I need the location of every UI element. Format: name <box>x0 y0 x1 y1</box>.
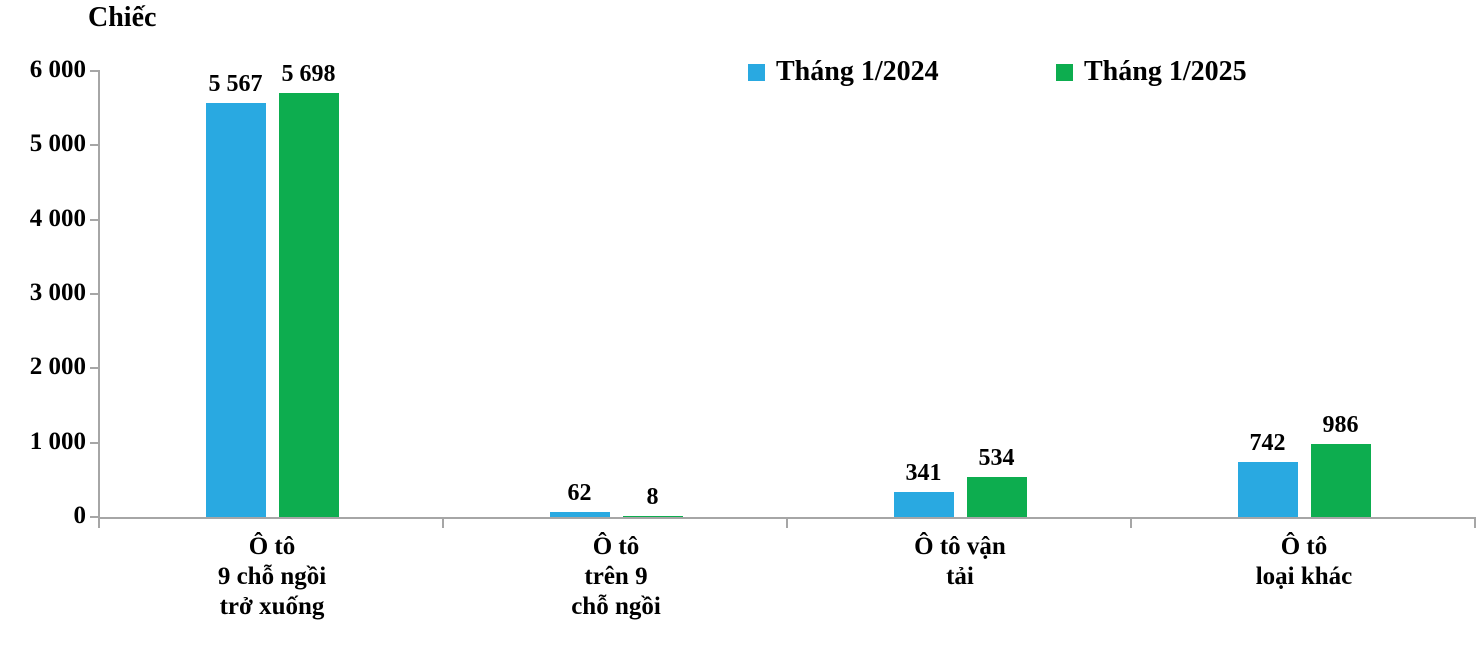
bar-value-label: 534 <box>978 445 1015 472</box>
bar-12025-cat1 <box>278 93 339 517</box>
y-axis-line <box>98 71 100 519</box>
y-tick-label: 1 000 <box>29 427 86 455</box>
bar-12024-cat4 <box>1237 461 1298 517</box>
y-tick-label: 2 000 <box>29 353 86 381</box>
bar-value-label: 8 <box>646 484 659 510</box>
x-tick-mark <box>786 519 788 528</box>
bar-12024-cat2 <box>549 512 610 517</box>
bar-value-label: 341 <box>905 459 942 486</box>
x-axis-line <box>98 517 1476 519</box>
x-category-label: Ô tô vận tải <box>914 533 1006 590</box>
y-tick-label: 3 000 <box>29 279 86 306</box>
y-tick-mark <box>90 144 100 147</box>
y-tick-label: 4 000 <box>29 204 86 232</box>
x-tick-mark <box>442 519 444 528</box>
bar-value-label: 62 <box>567 480 592 507</box>
x-category-label: Ô tô trên 9 chỗ ngồi <box>571 533 661 620</box>
bar-12025-cat4 <box>1310 443 1371 517</box>
y-tick-label: 6 000 <box>29 56 86 83</box>
x-tick-mark <box>98 519 100 528</box>
y-tick-mark <box>90 293 100 295</box>
y-tick-label: 0 <box>73 502 87 529</box>
y-axis-unit-title: Chiếc <box>88 2 157 33</box>
bar-12024-cat1 <box>205 103 266 517</box>
bar-12024-cat3 <box>893 491 954 517</box>
bar-value-label: 986 <box>1322 411 1359 438</box>
bar-value-label: 5 698 <box>281 61 336 88</box>
legend-label-2025: Tháng 1/2025 <box>1084 56 1247 87</box>
x-category-label: Ô tô loại khác <box>1255 533 1353 590</box>
bar-12025-cat2 <box>622 516 683 517</box>
chart-legend: Tháng 1/2024 Tháng 1/2025 <box>0 55 1476 89</box>
y-tick-mark <box>90 70 100 72</box>
legend-swatch-2025-icon <box>1056 63 1073 81</box>
y-tick-mark <box>90 218 100 221</box>
legend-label-2024: Tháng 1/2024 <box>776 56 939 87</box>
x-tick-mark <box>1130 519 1132 528</box>
bar-12025-cat3 <box>966 477 1027 517</box>
y-tick-mark <box>90 441 100 444</box>
x-tick-mark <box>1474 519 1476 528</box>
legend-item-2025: Tháng 1/2025 <box>1056 55 1247 89</box>
y-tick-label: 5 000 <box>29 130 86 158</box>
x-category-label: Ô tô 9 chỗ ngồi trở xuống <box>217 533 327 620</box>
legend-swatch-2024-icon <box>748 63 765 81</box>
bar-value-label: 5 567 <box>208 71 263 98</box>
bar-value-label: 742 <box>1249 429 1286 456</box>
legend-item-2024: Tháng 1/2024 <box>748 55 939 89</box>
y-tick-mark <box>90 516 100 518</box>
y-tick-mark <box>90 367 100 370</box>
